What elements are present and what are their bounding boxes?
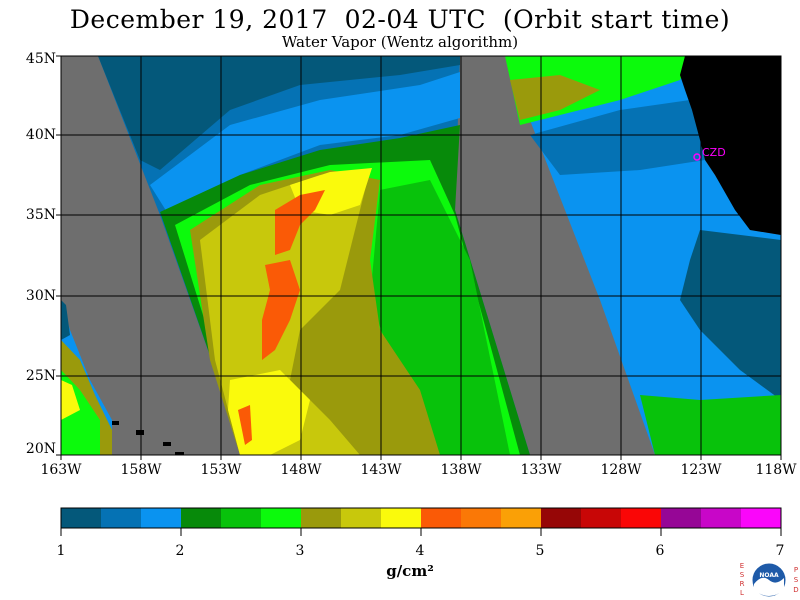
colorbar-label-7: 7 bbox=[775, 543, 785, 559]
colorbar-swatch bbox=[141, 508, 182, 528]
colorbar-swatch bbox=[661, 508, 702, 528]
colorbar-unit: g/cm² bbox=[386, 562, 434, 580]
colorbar-swatch bbox=[541, 508, 582, 528]
lon-label-158w: 158W bbox=[120, 462, 162, 478]
lon-label-118w: 118W bbox=[755, 462, 797, 478]
map-title: December 19, 2017 02-04 UTC (Orbit start… bbox=[69, 5, 731, 34]
colorbar-swatch bbox=[101, 508, 142, 528]
colorbar-swatch bbox=[581, 508, 622, 528]
colorbar-swatch bbox=[501, 508, 542, 528]
colorbar-ticks bbox=[60, 528, 782, 536]
colorbar-swatch bbox=[301, 508, 342, 528]
colorbar-label-1: 1 bbox=[56, 543, 66, 559]
station-icon bbox=[693, 153, 701, 161]
lon-label-133w: 133W bbox=[520, 462, 562, 478]
lat-label-25n: 25N bbox=[25, 368, 56, 384]
colorbar-swatch bbox=[461, 508, 502, 528]
right-swath-olive bbox=[510, 75, 600, 120]
right-swath-dark-blue bbox=[680, 230, 781, 400]
right-swath-green-south bbox=[640, 395, 781, 455]
colorbar-swatch bbox=[421, 508, 462, 528]
colorbar-swatch bbox=[381, 508, 422, 528]
colorbar-swatch bbox=[621, 508, 662, 528]
lat-label-30n: 30N bbox=[25, 288, 56, 304]
colorbar-label-5: 5 bbox=[535, 543, 545, 559]
station-label: CZD bbox=[702, 146, 726, 159]
mid-swath-light-blue bbox=[150, 72, 460, 225]
logo-letter-d: D bbox=[793, 586, 798, 594]
colorbar-swatch bbox=[701, 508, 742, 528]
colorbar-label-6: 6 bbox=[655, 543, 665, 559]
noaa-esrl-psd-logo: E S R L P S D NOAA bbox=[740, 562, 799, 598]
right-swath-mid-blue bbox=[530, 100, 705, 175]
logo-center-text: NOAA bbox=[759, 572, 779, 579]
lon-label-163w: 163W bbox=[40, 462, 82, 478]
lon-label-128w: 128W bbox=[600, 462, 642, 478]
moisture-plume-north bbox=[275, 190, 325, 255]
left-swath-dark bbox=[61, 300, 70, 340]
station-marker: CZD bbox=[693, 146, 726, 161]
lat-label-35n: 35N bbox=[25, 207, 56, 223]
moisture-plume-tail bbox=[238, 405, 252, 445]
north-america-land bbox=[680, 56, 781, 235]
logo-letter-s: S bbox=[740, 571, 745, 579]
lon-label-143w: 143W bbox=[360, 462, 402, 478]
colorbar-swatch bbox=[61, 508, 102, 528]
lat-label-45n: 45N bbox=[25, 51, 56, 67]
colorbar-swatch bbox=[221, 508, 262, 528]
logo-letter-l: L bbox=[740, 589, 744, 597]
logo-letter-p: P bbox=[794, 566, 798, 574]
lon-label-123w: 123W bbox=[680, 462, 722, 478]
colorbar-swatch bbox=[341, 508, 382, 528]
colorbar-swatch bbox=[181, 508, 222, 528]
lat-label-40n: 40N bbox=[25, 127, 56, 143]
map-frame bbox=[60, 55, 782, 456]
colorbar-label-4: 4 bbox=[415, 543, 425, 559]
logo-letter-e: E bbox=[740, 562, 744, 570]
lat-label-20n: 20N bbox=[25, 441, 56, 457]
lon-label-148w: 148W bbox=[280, 462, 322, 478]
map-field bbox=[61, 56, 781, 455]
colorbar-swatch bbox=[741, 508, 782, 528]
colorbar-label-2: 2 bbox=[175, 543, 185, 559]
colorbar-swatch bbox=[261, 508, 302, 528]
logo-letter-r: R bbox=[740, 580, 745, 588]
mid-swath-dark-north bbox=[98, 56, 460, 170]
colorbar-label-3: 3 bbox=[295, 543, 305, 559]
noaa-gull-icon bbox=[754, 577, 784, 596]
lon-label-138w: 138W bbox=[440, 462, 482, 478]
logo-letter-s2: S bbox=[794, 576, 799, 584]
left-swath-yellow bbox=[61, 380, 80, 420]
lon-label-153w: 153W bbox=[200, 462, 242, 478]
colorbar bbox=[60, 507, 782, 529]
moisture-plume-south bbox=[262, 260, 300, 360]
map-subtitle: Water Vapor (Wentz algorithm) bbox=[281, 33, 519, 51]
hawaiian-islands bbox=[112, 421, 184, 455]
